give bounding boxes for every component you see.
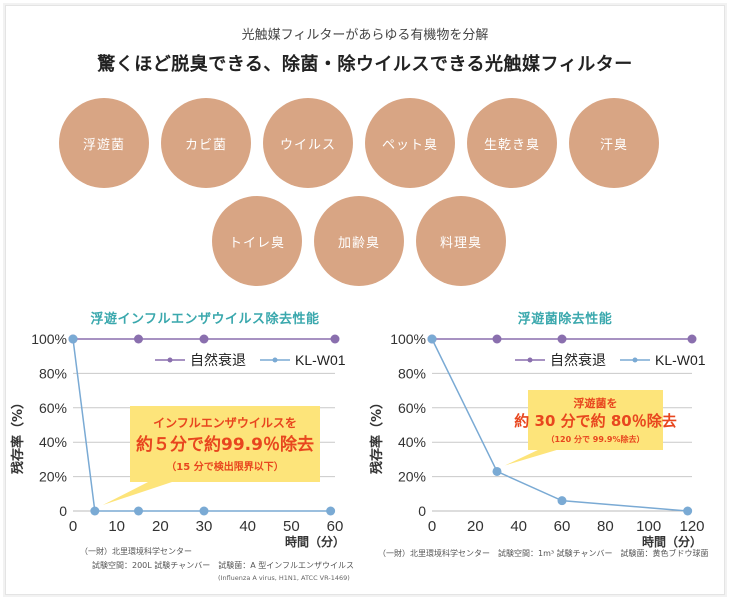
chart2-x-tick-label: 100 <box>636 518 661 535</box>
chart1-note-strain: (Influenza A virus, H1N1, ATCC VR-1469) <box>218 574 350 582</box>
chart2-callout-tail <box>505 449 560 466</box>
target-circle-damp-laundry-odor: 生乾き臭 <box>467 98 557 188</box>
chart1-series-natural-point <box>330 334 340 344</box>
chart2-y-tick-label: 60% <box>398 400 426 416</box>
chart2-y-tick-label: 100% <box>390 331 426 347</box>
chart1-y-tick-label: 20% <box>39 469 67 485</box>
chart1-callout-tail <box>102 481 175 505</box>
target-circle-cooking-odor: 料理臭 <box>416 196 506 286</box>
chart2-x-tick-label: 20 <box>467 518 484 535</box>
chart2-y-tick-label: 20% <box>398 469 426 485</box>
page-headline: 驚くほど脱臭できる、除菌・除ウイルスできる光触媒フィルター <box>97 54 633 75</box>
chart1-series-kl-w01-point <box>199 506 209 516</box>
target-circle-mold: カビ菌 <box>161 98 251 188</box>
chart2-series-kl-w01-point <box>683 506 693 516</box>
page-subtitle: 光触媒フィルターがあらゆる有機物を分解 <box>241 28 489 43</box>
chart2-callout-line2: 約 30 分で約 80％除去 <box>514 412 676 430</box>
chart1-series-kl-w01-point <box>90 506 100 516</box>
target-circle-virus: ウイルス <box>263 98 353 188</box>
chart2-x-tick-label: 80 <box>597 518 614 535</box>
chart1-note-institute: （一財）北里環境科学センター <box>80 547 192 556</box>
chart2-legend-label: KL-W01 <box>655 352 706 368</box>
chart2-series-kl-w01-point <box>427 334 437 344</box>
target-circle-sweat-odor: 汗臭 <box>569 98 659 188</box>
chart1-y-axis-label: 残存率（%） <box>10 396 26 474</box>
chart1-x-tick-label: 0 <box>69 518 77 535</box>
chart1-y-tick-label: 0 <box>59 503 67 519</box>
chart1-series-natural-point <box>134 334 143 344</box>
chart1-x-tick-label: 30 <box>196 518 213 535</box>
chart-title-influenza: 浮遊インフルエンザウイルス除去性能 <box>90 312 320 327</box>
chart1-x-tick-label: 20 <box>152 518 169 535</box>
chart1-series-kl-w01-point <box>326 506 336 516</box>
target-circle-pet-odor: ペット臭 <box>365 98 455 188</box>
target-circle-aging-odor: 加齢臭 <box>314 196 404 286</box>
chart2-series-kl-w01-point <box>492 466 502 476</box>
chart1-series-natural-point <box>199 334 209 344</box>
chart2-legend-swatch-marker <box>632 357 638 363</box>
chart2-series-natural-point <box>492 334 502 344</box>
chart1-y-tick-label: 80% <box>39 365 67 381</box>
chart-title-bacteria: 浮遊菌除去性能 <box>517 312 613 327</box>
chart2-callout-line1: 浮遊菌を <box>574 396 618 410</box>
chart2-series-kl-w01-line <box>431 338 688 512</box>
chart1-series-kl-w01-point <box>134 506 143 516</box>
chart1-x-tick-label: 60 <box>327 518 344 535</box>
chart2-series-natural-point <box>557 334 567 344</box>
chart2-legend-swatch-marker <box>527 357 533 363</box>
chart1-legend-label: 自然衰退 <box>190 352 246 368</box>
chart1-callout-line2: 約５分で約99.9％除去 <box>136 434 314 455</box>
chart1-series-kl-w01-point <box>68 334 78 344</box>
chart2-x-tick-label: 120 <box>679 518 704 535</box>
chart2-x-tick-label: 40 <box>510 518 527 535</box>
chart2-y-tick-label: 40% <box>398 434 426 450</box>
chart1-y-tick-label: 60% <box>39 400 67 416</box>
chart2-x-axis-label: 時間（分） <box>642 534 702 549</box>
chart1-legend-swatch-marker <box>167 357 173 363</box>
chart1-x-tick-label: 40 <box>239 518 256 535</box>
chart2-x-tick-label: 60 <box>554 518 571 535</box>
chart1-x-tick-label: 50 <box>283 518 300 535</box>
target-circle-airborne-bacteria: 浮遊菌 <box>59 98 149 188</box>
chart2-y-tick-label: 80% <box>398 365 426 381</box>
chart2-series-kl-w01-point <box>557 496 567 506</box>
chart2-callout-line3: （120 分で 99.9%除去） <box>546 434 644 444</box>
chart1-callout-box <box>130 406 320 482</box>
chart2-series-natural-point <box>687 334 697 344</box>
chart1-callout-line1: インフルエンザウイルスを <box>153 416 297 430</box>
chart2-note-conditions: （一財）北里環境科学センター 試験空間：1m³ 試験チャンバー 試験菌：黄色ブド… <box>378 549 709 558</box>
chart2-legend-label: 自然衰退 <box>550 352 606 368</box>
chart1-callout-line3: （15 分で検出限界以下） <box>166 460 283 473</box>
chart2-x-tick-label: 0 <box>428 518 436 535</box>
chart1-legend-label: KL-W01 <box>295 352 346 368</box>
chart1-y-tick-label: 100% <box>31 331 67 347</box>
chart2-callout-box <box>528 390 663 450</box>
chart1-note-conditions: 試験空間：200L 試験チャンバー 試験菌：A 型インフルエンザウイルス <box>92 561 354 570</box>
chart1-y-tick-label: 40% <box>39 434 67 450</box>
target-circle-toilet-odor: トイレ臭 <box>212 196 302 286</box>
chart1-x-axis-label: 時間（分） <box>285 534 345 549</box>
chart1-x-tick-label: 10 <box>108 518 125 535</box>
chart1-legend-swatch-marker <box>272 357 278 363</box>
chart2-y-tick-label: 0 <box>418 503 426 519</box>
chart2-y-axis-label: 残存率（%） <box>369 396 385 474</box>
